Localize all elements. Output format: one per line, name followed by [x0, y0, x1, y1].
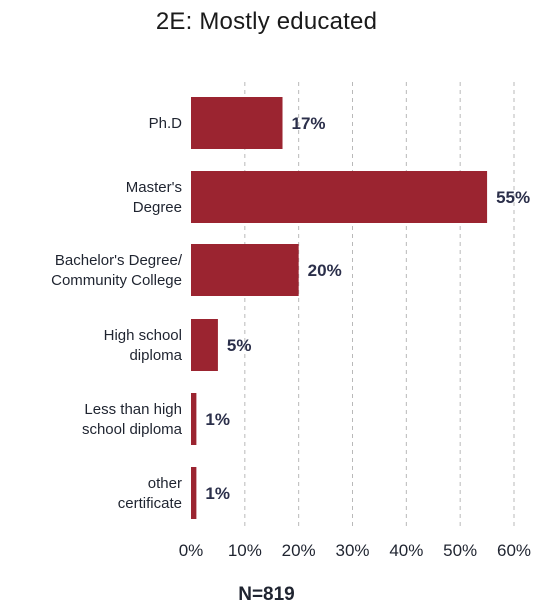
- chart-title: 2E: Mostly educated: [155, 8, 378, 35]
- data-label: 5%: [227, 336, 252, 355]
- x-tick-label: 50%: [443, 541, 477, 560]
- category-label: Master's Degree: [126, 179, 182, 216]
- category-label: Less than high school diploma: [82, 401, 183, 438]
- bar: [191, 97, 283, 149]
- sample-size-note: N=819: [238, 584, 295, 605]
- category-label: other certificate: [118, 475, 182, 512]
- x-tick-label: 60%: [497, 541, 531, 560]
- data-label: 55%: [496, 188, 530, 207]
- bar: [191, 244, 299, 296]
- x-tick-label: 30%: [335, 541, 369, 560]
- category-label: Bachelor's Degree/Community College: [51, 252, 183, 289]
- x-tick-label: 10%: [228, 541, 262, 560]
- data-label: 20%: [308, 261, 342, 280]
- data-label: 17%: [292, 114, 326, 133]
- bar: [191, 171, 488, 223]
- bar: [191, 467, 197, 519]
- x-tick-label: 20%: [282, 541, 316, 560]
- data-label: 1%: [205, 410, 230, 429]
- bar: [191, 319, 218, 371]
- data-label: 1%: [205, 484, 230, 503]
- category-label: Ph.D: [149, 115, 183, 132]
- category-label: High school diploma: [104, 327, 183, 364]
- x-tick-label: 0%: [179, 541, 204, 560]
- x-tick-label: 40%: [389, 541, 423, 560]
- bar: [191, 393, 197, 445]
